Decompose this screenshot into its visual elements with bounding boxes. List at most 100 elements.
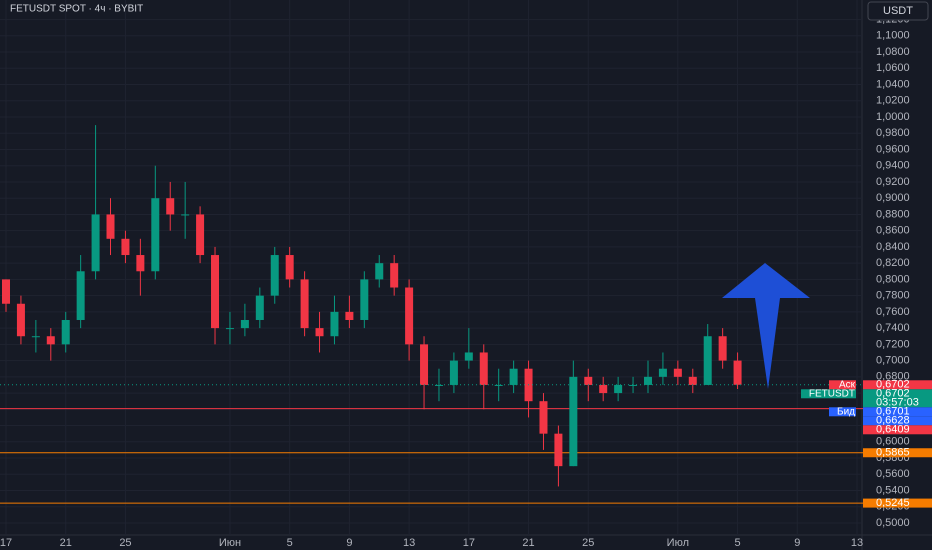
candle-body [420, 344, 429, 385]
candle-body [300, 279, 309, 329]
x-tick-label: 5 [735, 537, 741, 549]
chart-title: FETUSDT SPOT · 4ч · BYBIT [10, 4, 143, 15]
candle-body [509, 368, 518, 385]
price-name-box [801, 389, 856, 399]
candle-body [315, 328, 324, 337]
y-tick-label: 1,0200 [876, 95, 910, 107]
candle-body [658, 368, 667, 377]
candle-body [629, 384, 638, 386]
y-tick-label: 0,5000 [876, 517, 910, 529]
candle-body [166, 198, 175, 215]
y-tick-label: 0,9600 [876, 143, 910, 155]
candle-body [494, 384, 503, 386]
y-tick-label: 0,8400 [876, 241, 910, 253]
candle-body [703, 336, 712, 385]
y-tick-label: 1,1000 [876, 30, 910, 42]
x-tick-label: 21 [60, 537, 72, 549]
y-tick-label: 1,0800 [876, 46, 910, 58]
price-label: 0,6628 [876, 415, 910, 427]
price-label: 0,6702 [876, 388, 910, 400]
grid [0, 0, 862, 535]
y-tick-label: 0,9400 [876, 160, 910, 172]
axis-unit: USDT [883, 5, 913, 17]
price-label-box [863, 425, 932, 435]
price-name: Бид [837, 406, 855, 417]
candle-body [136, 255, 145, 272]
x-tick-label: 5 [287, 537, 293, 549]
price-label: 0,5865 [876, 447, 910, 459]
candle-body [240, 319, 249, 329]
candle-body [599, 384, 608, 394]
price-label-box [863, 498, 932, 508]
price-name-box [829, 407, 856, 417]
candle-body [464, 352, 473, 361]
candle-body [285, 255, 294, 280]
y-tick-label: 0,8600 [876, 225, 910, 237]
candle-body [449, 360, 458, 385]
price-label-box [863, 380, 932, 390]
x-tick-label: 9 [346, 537, 352, 549]
y-tick-label: 0,9800 [876, 127, 910, 139]
candle-body [46, 336, 55, 345]
x-tick-label: Июн [219, 537, 241, 549]
candle-body [390, 263, 399, 288]
price-label-box [863, 389, 932, 408]
price-name: FETUSDT [809, 388, 855, 399]
candle-body [569, 376, 578, 467]
candle-body [643, 376, 652, 385]
x-tick-label: 9 [794, 537, 800, 549]
price-countdown: 03:57:03 [876, 397, 919, 409]
y-tick-label: 0,7400 [876, 322, 910, 334]
y-tick-label: 0,9000 [876, 192, 910, 204]
x-tick-label: 25 [582, 537, 594, 549]
x-tick-label: Июл [667, 537, 689, 549]
candle-body [121, 238, 130, 256]
x-tick-label: 21 [522, 537, 534, 549]
y-tick-label: 0,9200 [876, 176, 910, 188]
y-tick-label: 0,8800 [876, 208, 910, 220]
price-label-box [863, 448, 932, 458]
price-label: 0,6701 [876, 406, 910, 418]
unit-box [867, 1, 929, 21]
plot [0, 125, 932, 504]
price-axis: 0,50000,52000,54000,56000,58000,60000,62… [801, 13, 932, 529]
price-label: 0,6409 [876, 424, 910, 436]
y-tick-label: 1,0000 [876, 111, 910, 123]
candle-body [584, 376, 593, 385]
candle-body [196, 214, 205, 256]
candle-body [151, 198, 160, 272]
candle-body [211, 255, 220, 329]
y-tick-label: 0,6000 [876, 436, 910, 448]
candle-body [255, 295, 264, 320]
candle-body [539, 401, 548, 434]
price-label: 0,6702 [876, 379, 910, 391]
y-tick-label: 0,7600 [876, 306, 910, 318]
candle-body [106, 214, 115, 239]
candle-body [270, 255, 279, 296]
candle-body [405, 287, 414, 345]
y-tick-label: 0,6800 [876, 371, 910, 383]
candle-body [91, 214, 100, 272]
candle-body [479, 352, 488, 385]
candle-body [2, 279, 10, 304]
candle-body [718, 336, 727, 361]
y-tick-label: 1,0600 [876, 62, 910, 74]
price-name-box [829, 380, 856, 390]
price-label-box [863, 407, 932, 417]
candle-body [345, 311, 354, 320]
x-tick-label: 13 [851, 537, 863, 549]
candle-body [76, 271, 85, 320]
candle-body [31, 336, 40, 338]
x-tick-label: 17 [0, 537, 12, 549]
candle-body [733, 360, 742, 385]
candle-body [16, 303, 25, 337]
price-label-box [863, 416, 932, 426]
y-tick-label: 0,7800 [876, 290, 910, 302]
candle-body [673, 368, 682, 377]
candle-body [181, 214, 190, 216]
y-tick-label: 0,8200 [876, 257, 910, 269]
arrow [722, 263, 810, 389]
price-name: Аск [839, 379, 856, 390]
